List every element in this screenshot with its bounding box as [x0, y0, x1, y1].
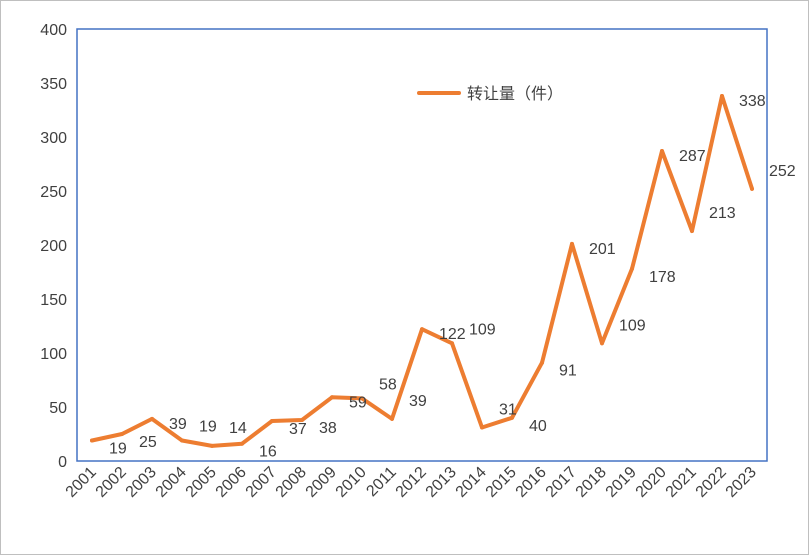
x-tick-label: 2003 — [123, 464, 160, 501]
x-tick-label: 2020 — [633, 464, 670, 501]
data-label: 16 — [259, 444, 277, 461]
data-label: 39 — [409, 393, 427, 410]
x-tick-label: 2013 — [423, 464, 460, 501]
y-tick-label: 200 — [40, 238, 67, 255]
data-label: 40 — [529, 418, 547, 435]
data-label: 37 — [289, 421, 307, 438]
data-point — [300, 417, 304, 422]
data-label: 109 — [469, 321, 496, 338]
x-tick-label: 2009 — [303, 464, 340, 501]
y-tick-label: 400 — [40, 22, 67, 39]
x-tick-label: 2005 — [183, 464, 220, 501]
data-label: 58 — [379, 376, 397, 393]
x-tick-label: 2007 — [243, 464, 280, 501]
data-point — [150, 416, 154, 421]
data-point — [270, 419, 274, 424]
x-tick-label: 2002 — [93, 464, 130, 501]
y-tick-label: 250 — [40, 184, 67, 201]
data-point — [510, 415, 514, 420]
data-label: 213 — [709, 205, 736, 222]
plot-area — [76, 28, 768, 462]
x-tick-label: 2008 — [273, 464, 310, 501]
data-label: 122 — [439, 326, 466, 343]
data-label: 178 — [649, 269, 676, 286]
data-point — [240, 441, 244, 446]
data-label: 31 — [499, 402, 517, 419]
x-tick-label: 2006 — [213, 464, 250, 501]
x-tick-label: 2015 — [483, 464, 520, 501]
y-tick-label: 150 — [40, 292, 67, 309]
data-point — [570, 241, 574, 246]
data-point — [180, 438, 184, 443]
data-label: 19 — [109, 440, 127, 457]
data-label: 252 — [769, 163, 796, 180]
data-point — [420, 327, 424, 332]
data-point — [690, 228, 694, 233]
x-tick-label: 2001 — [63, 464, 100, 501]
data-label: 201 — [589, 241, 616, 258]
x-tick-label: 2022 — [693, 464, 730, 501]
data-point — [480, 425, 484, 430]
data-label: 25 — [139, 434, 157, 451]
data-point — [330, 395, 334, 400]
y-tick-label: 50 — [49, 400, 67, 417]
x-tick-label: 2014 — [453, 464, 490, 501]
x-axis-ticks: 2001200220032004200520062007200820092010… — [63, 464, 760, 501]
data-point — [210, 443, 214, 448]
legend-label: 转让量（件） — [467, 84, 563, 103]
y-axis-ticks: 0 50 100 150 200 250 300 350 400 — [40, 22, 67, 471]
data-label: 38 — [319, 420, 337, 437]
data-label: 39 — [169, 416, 187, 433]
y-tick-label: 100 — [40, 346, 67, 363]
data-point — [660, 149, 664, 154]
data-label: 19 — [199, 418, 217, 435]
data-point — [450, 341, 454, 346]
data-label: 14 — [229, 420, 247, 437]
data-point — [750, 186, 754, 191]
y-tick-label: 0 — [58, 454, 67, 471]
x-tick-label: 2004 — [153, 464, 190, 501]
x-tick-label: 2017 — [543, 464, 580, 501]
x-tick-label: 2019 — [603, 464, 640, 501]
y-tick-label: 300 — [40, 130, 67, 147]
data-point — [360, 396, 364, 401]
data-point — [120, 432, 124, 436]
x-tick-label: 2023 — [723, 464, 760, 501]
data-point — [720, 93, 724, 98]
x-tick-label: 2021 — [663, 464, 700, 501]
x-tick-label: 2012 — [393, 464, 430, 501]
y-tick-label: 350 — [40, 76, 67, 93]
data-label: 338 — [739, 93, 766, 110]
plot-border — [76, 28, 768, 462]
data-label: 287 — [679, 148, 706, 165]
legend: 转让量（件） — [417, 84, 563, 103]
data-point — [390, 416, 394, 421]
data-point — [600, 341, 604, 346]
x-tick-label: 2016 — [513, 464, 550, 501]
data-point — [540, 360, 544, 365]
x-tick-label: 2011 — [363, 464, 399, 500]
series-layer — [90, 93, 754, 448]
x-tick-label: 2018 — [573, 464, 610, 501]
data-point — [630, 266, 634, 271]
data-label: 91 — [559, 363, 577, 380]
data-label: 59 — [349, 394, 367, 411]
data-point — [90, 438, 94, 443]
x-tick-label: 2010 — [333, 464, 370, 501]
data-label: 109 — [619, 317, 646, 334]
